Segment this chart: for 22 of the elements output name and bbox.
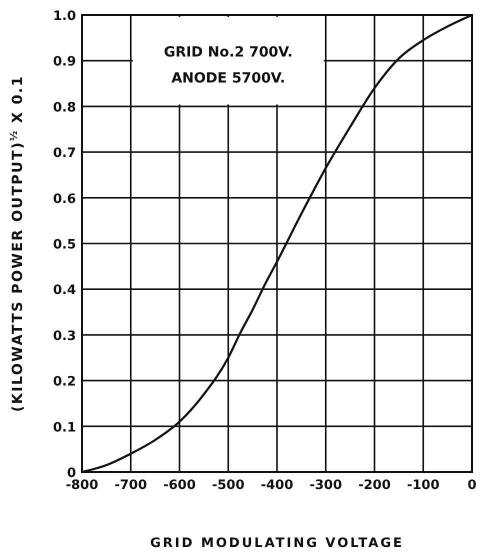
y-tick-label: 0.9: [52, 54, 76, 70]
x-tick-label: -700: [114, 478, 148, 493]
x-tick-label: -300: [309, 478, 342, 493]
y-tick-label: 0.8: [52, 100, 76, 116]
x-tick-label: 0: [467, 478, 477, 493]
x-tick-label: -100: [406, 478, 440, 493]
x-tick-label: -600: [163, 478, 196, 493]
y-tick-label: 0.6: [52, 192, 76, 207]
y-tick-label: 0.2: [52, 374, 76, 390]
x-tick-label: -800: [66, 478, 98, 493]
x-tick-label: -500: [212, 478, 245, 493]
x-axis-title: GRID MODULATING VOLTAGE: [150, 536, 404, 551]
y-tick-label: 0.5: [52, 238, 76, 252]
annotation: GRID No.2 700V.: [164, 44, 293, 61]
y-tick-label: 0.1: [52, 420, 76, 436]
y-tick-label: 1.0: [52, 9, 76, 24]
x-tick-label: -200: [358, 478, 391, 493]
x-tick-label: -400: [260, 478, 294, 493]
y-tick-label: 0.3: [52, 328, 76, 344]
annotation: ANODE 5700V.: [171, 70, 286, 87]
y-tick-label: 0.7: [52, 146, 76, 162]
y-tick-label: 0.4: [52, 283, 76, 298]
